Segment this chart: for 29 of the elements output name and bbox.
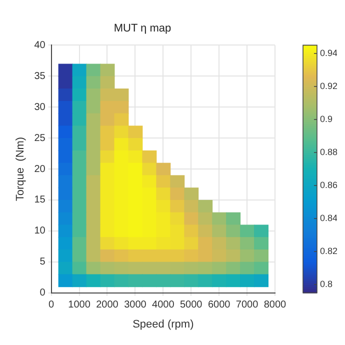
y-tick-label: 35 <box>34 70 46 82</box>
x-axis-title: Speed (rpm) <box>132 318 194 330</box>
y-tick-label: 10 <box>34 226 46 237</box>
chart-title: MUT η map <box>114 22 172 35</box>
x-tick-label: 4000 <box>152 300 175 311</box>
color-bar-label: 0.82 <box>320 246 338 256</box>
color-bar-label: 0.94 <box>320 48 338 58</box>
y-tick-label: 25 <box>34 132 46 144</box>
y-axis-title: Torque (Nm) <box>14 136 27 202</box>
color-bar-label: 0.92 <box>320 80 338 91</box>
x-tick-label: 3000 <box>124 300 147 311</box>
y-tick-label: 0 <box>40 288 46 299</box>
y-tick-label: 15 <box>34 194 46 206</box>
x-tick-label: 1000 <box>68 300 91 311</box>
y-tick-label: 40 <box>34 40 46 51</box>
y-tick-label: 30 <box>34 102 46 113</box>
color-bar-label: 0.9 <box>320 114 333 124</box>
x-tick-label: 7000 <box>236 300 259 311</box>
color-bar-label: 0.88 <box>320 146 338 157</box>
color-bar-label: 0.84 <box>320 213 338 224</box>
x-tick-label: 8000 <box>264 300 287 311</box>
y-tick-label: 5 <box>40 256 46 268</box>
color-bar-label: 0.86 <box>320 180 338 190</box>
color-bar-label: 0.8 <box>320 279 333 290</box>
x-tick-label: 2000 <box>96 300 119 311</box>
x-tick-label: 0 <box>48 300 55 311</box>
x-tick-label: 5000 <box>180 300 203 311</box>
y-tick-label: 20 <box>34 164 46 175</box>
x-tick-label: 6000 <box>208 300 231 311</box>
